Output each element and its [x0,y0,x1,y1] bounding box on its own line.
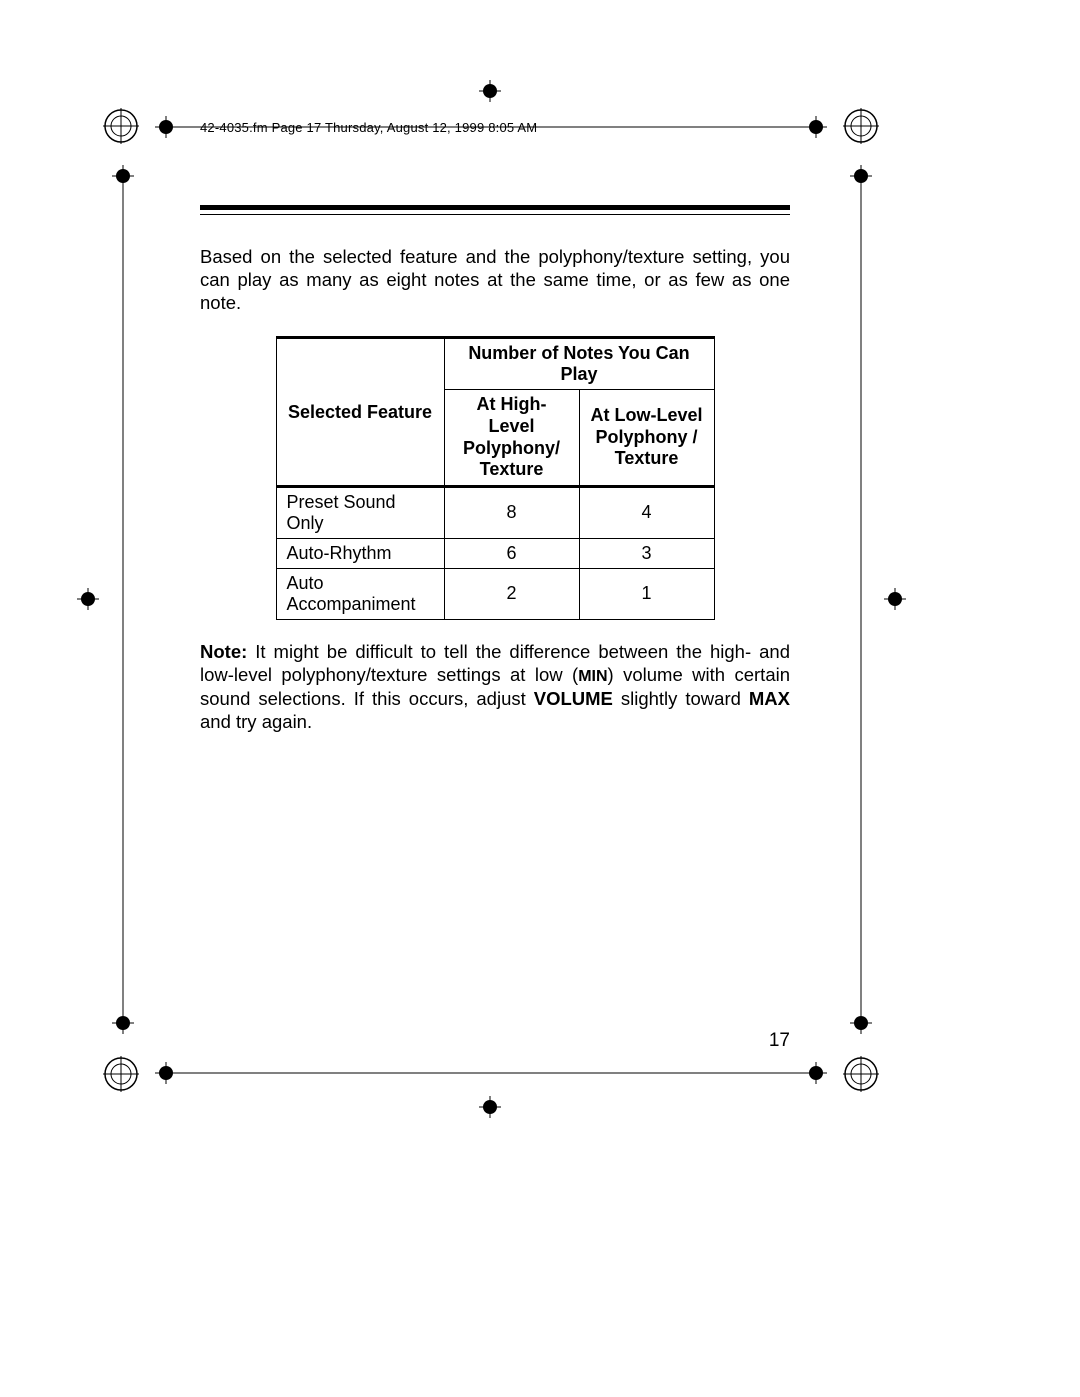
col-high-l1: At High-Level [477,394,547,436]
polyphony-table: Selected Feature Number of Notes You Can… [276,336,715,619]
crosshair-icon [479,1096,501,1118]
cell-high: 8 [444,486,579,538]
col-high-l3: Texture [480,459,544,479]
col-group-notes: Number of Notes You Can Play [444,338,714,390]
col-high-level: At High-Level Polyphony/ Texture [444,390,579,486]
col-high-l2: Polyphony/ [463,438,560,458]
col-selected-feature: Selected Feature [276,338,444,486]
cell-low: 4 [579,486,714,538]
intro-paragraph: Based on the selected feature and the po… [200,245,790,314]
col-low-l2: Polyphony / [595,427,697,447]
crosshair-icon [850,165,872,187]
register-mark-icon [843,1056,879,1092]
note-text-3: slightly toward [613,688,749,709]
note-volume: VOLUME [534,688,613,709]
crosshair-icon [112,165,134,187]
note-text-4: and try again. [200,711,312,732]
crosshair-icon [155,1062,177,1084]
crosshair-icon [479,80,501,102]
col-low-l3: Texture [615,448,679,468]
page-number: 17 [769,1030,790,1052]
crosshair-icon [112,1012,134,1034]
cell-high: 6 [444,538,579,568]
crosshair-icon [805,116,827,138]
col-low-l1: At Low-Level [590,405,702,425]
crosshair-icon [884,588,906,610]
table-row: Auto Accompaniment 2 1 [276,568,714,619]
note-label: Note: [200,641,247,662]
cell-high: 2 [444,568,579,619]
crosshair-icon [155,116,177,138]
crosshair-icon [77,588,99,610]
cell-feature: Auto-Rhythm [276,538,444,568]
table-row: Preset Sound Only 8 4 [276,486,714,538]
note-min: MIN [578,668,607,685]
note-max: MAX [749,688,790,709]
cell-feature: Preset Sound Only [276,486,444,538]
register-mark-icon [843,108,879,144]
col-low-level: At Low-Level Polyphony / Texture [579,390,714,486]
header-rule [200,205,790,215]
page-content: 42-4035.fm Page 17 Thursday, August 12, … [200,120,790,733]
cell-feature: Auto Accompaniment [276,568,444,619]
cell-low: 1 [579,568,714,619]
crosshair-icon [805,1062,827,1084]
running-header: 42-4035.fm Page 17 Thursday, August 12, … [200,120,790,135]
register-mark-icon [103,108,139,144]
register-mark-icon [103,1056,139,1092]
crosshair-icon [850,1012,872,1034]
table-row: Auto-Rhythm 6 3 [276,538,714,568]
cell-low: 3 [579,538,714,568]
note-paragraph: Note: It might be difficult to tell the … [200,640,790,733]
